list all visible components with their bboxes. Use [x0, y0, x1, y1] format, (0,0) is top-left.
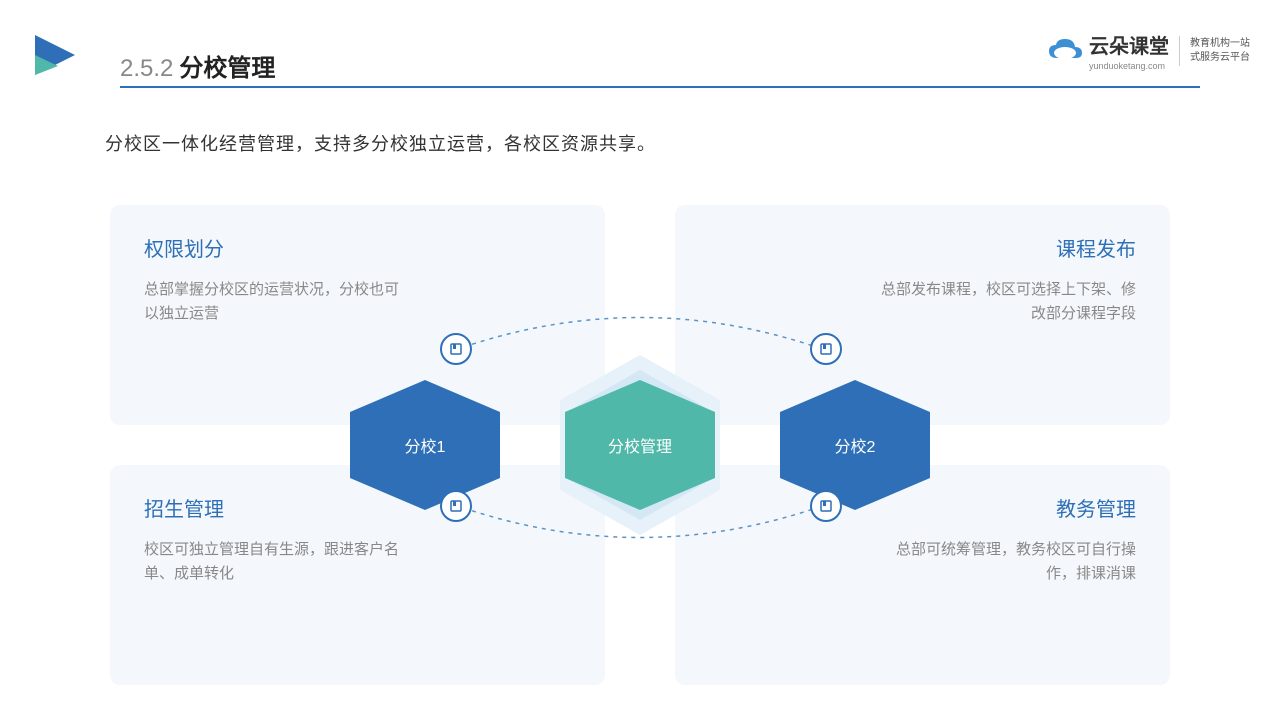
hex-center-label: 分校管理 [608, 433, 672, 457]
hex-center: 分校管理 [565, 380, 715, 510]
section-number: 2.5.2 [120, 55, 173, 82]
tagline-line2: 式服务云平台 [1190, 51, 1250, 65]
hex-right-label: 分校2 [835, 433, 876, 457]
cloud-icon [1047, 38, 1083, 64]
brand-name: 云朵课堂 [1089, 30, 1169, 59]
book-icon [440, 333, 472, 365]
card-title: 权限划分 [144, 233, 571, 262]
brand-sub: yunduoketang.com [1089, 61, 1169, 71]
card-desc: 总部可统筹管理，教务校区可自行操作，排课消课 [876, 538, 1136, 586]
diagram: 权限划分 总部掌握分校区的运营状况，分校也可以独立运营 课程发布 总部发布课程，… [110, 205, 1170, 685]
page-title: 2.5.2分校管理 [120, 48, 275, 83]
logo-area: 云朵课堂 yunduoketang.com 教育机构一站 式服务云平台 [1047, 30, 1250, 71]
card-desc: 总部发布课程，校区可选择上下架、修改部分课程字段 [876, 278, 1136, 326]
logo-tagline: 教育机构一站 式服务云平台 [1190, 37, 1250, 65]
section-title-text: 分校管理 [179, 55, 275, 82]
hex-left: 分校1 [350, 380, 500, 510]
play-icon [30, 30, 80, 85]
card-desc: 总部掌握分校区的运营状况，分校也可以独立运营 [144, 278, 404, 326]
card-title: 课程发布 [709, 233, 1136, 262]
logo-divider [1179, 36, 1180, 66]
tagline-line1: 教育机构一站 [1190, 37, 1250, 51]
card-desc: 校区可独立管理自有生源，跟进客户名单、成单转化 [144, 538, 404, 586]
book-icon [810, 333, 842, 365]
hex-right: 分校2 [780, 380, 930, 510]
logo-brand: 云朵课堂 yunduoketang.com [1047, 30, 1169, 71]
header: 2.5.2分校管理 云朵课堂 yunduoketang.com 教育机构一站 式… [30, 30, 1250, 90]
title-underline [120, 86, 1200, 88]
book-icon [810, 490, 842, 522]
book-icon [440, 490, 472, 522]
subtitle: 分校区一体化经营管理，支持多分校独立运营，各校区资源共享。 [105, 130, 656, 156]
hex-left-label: 分校1 [405, 433, 446, 457]
